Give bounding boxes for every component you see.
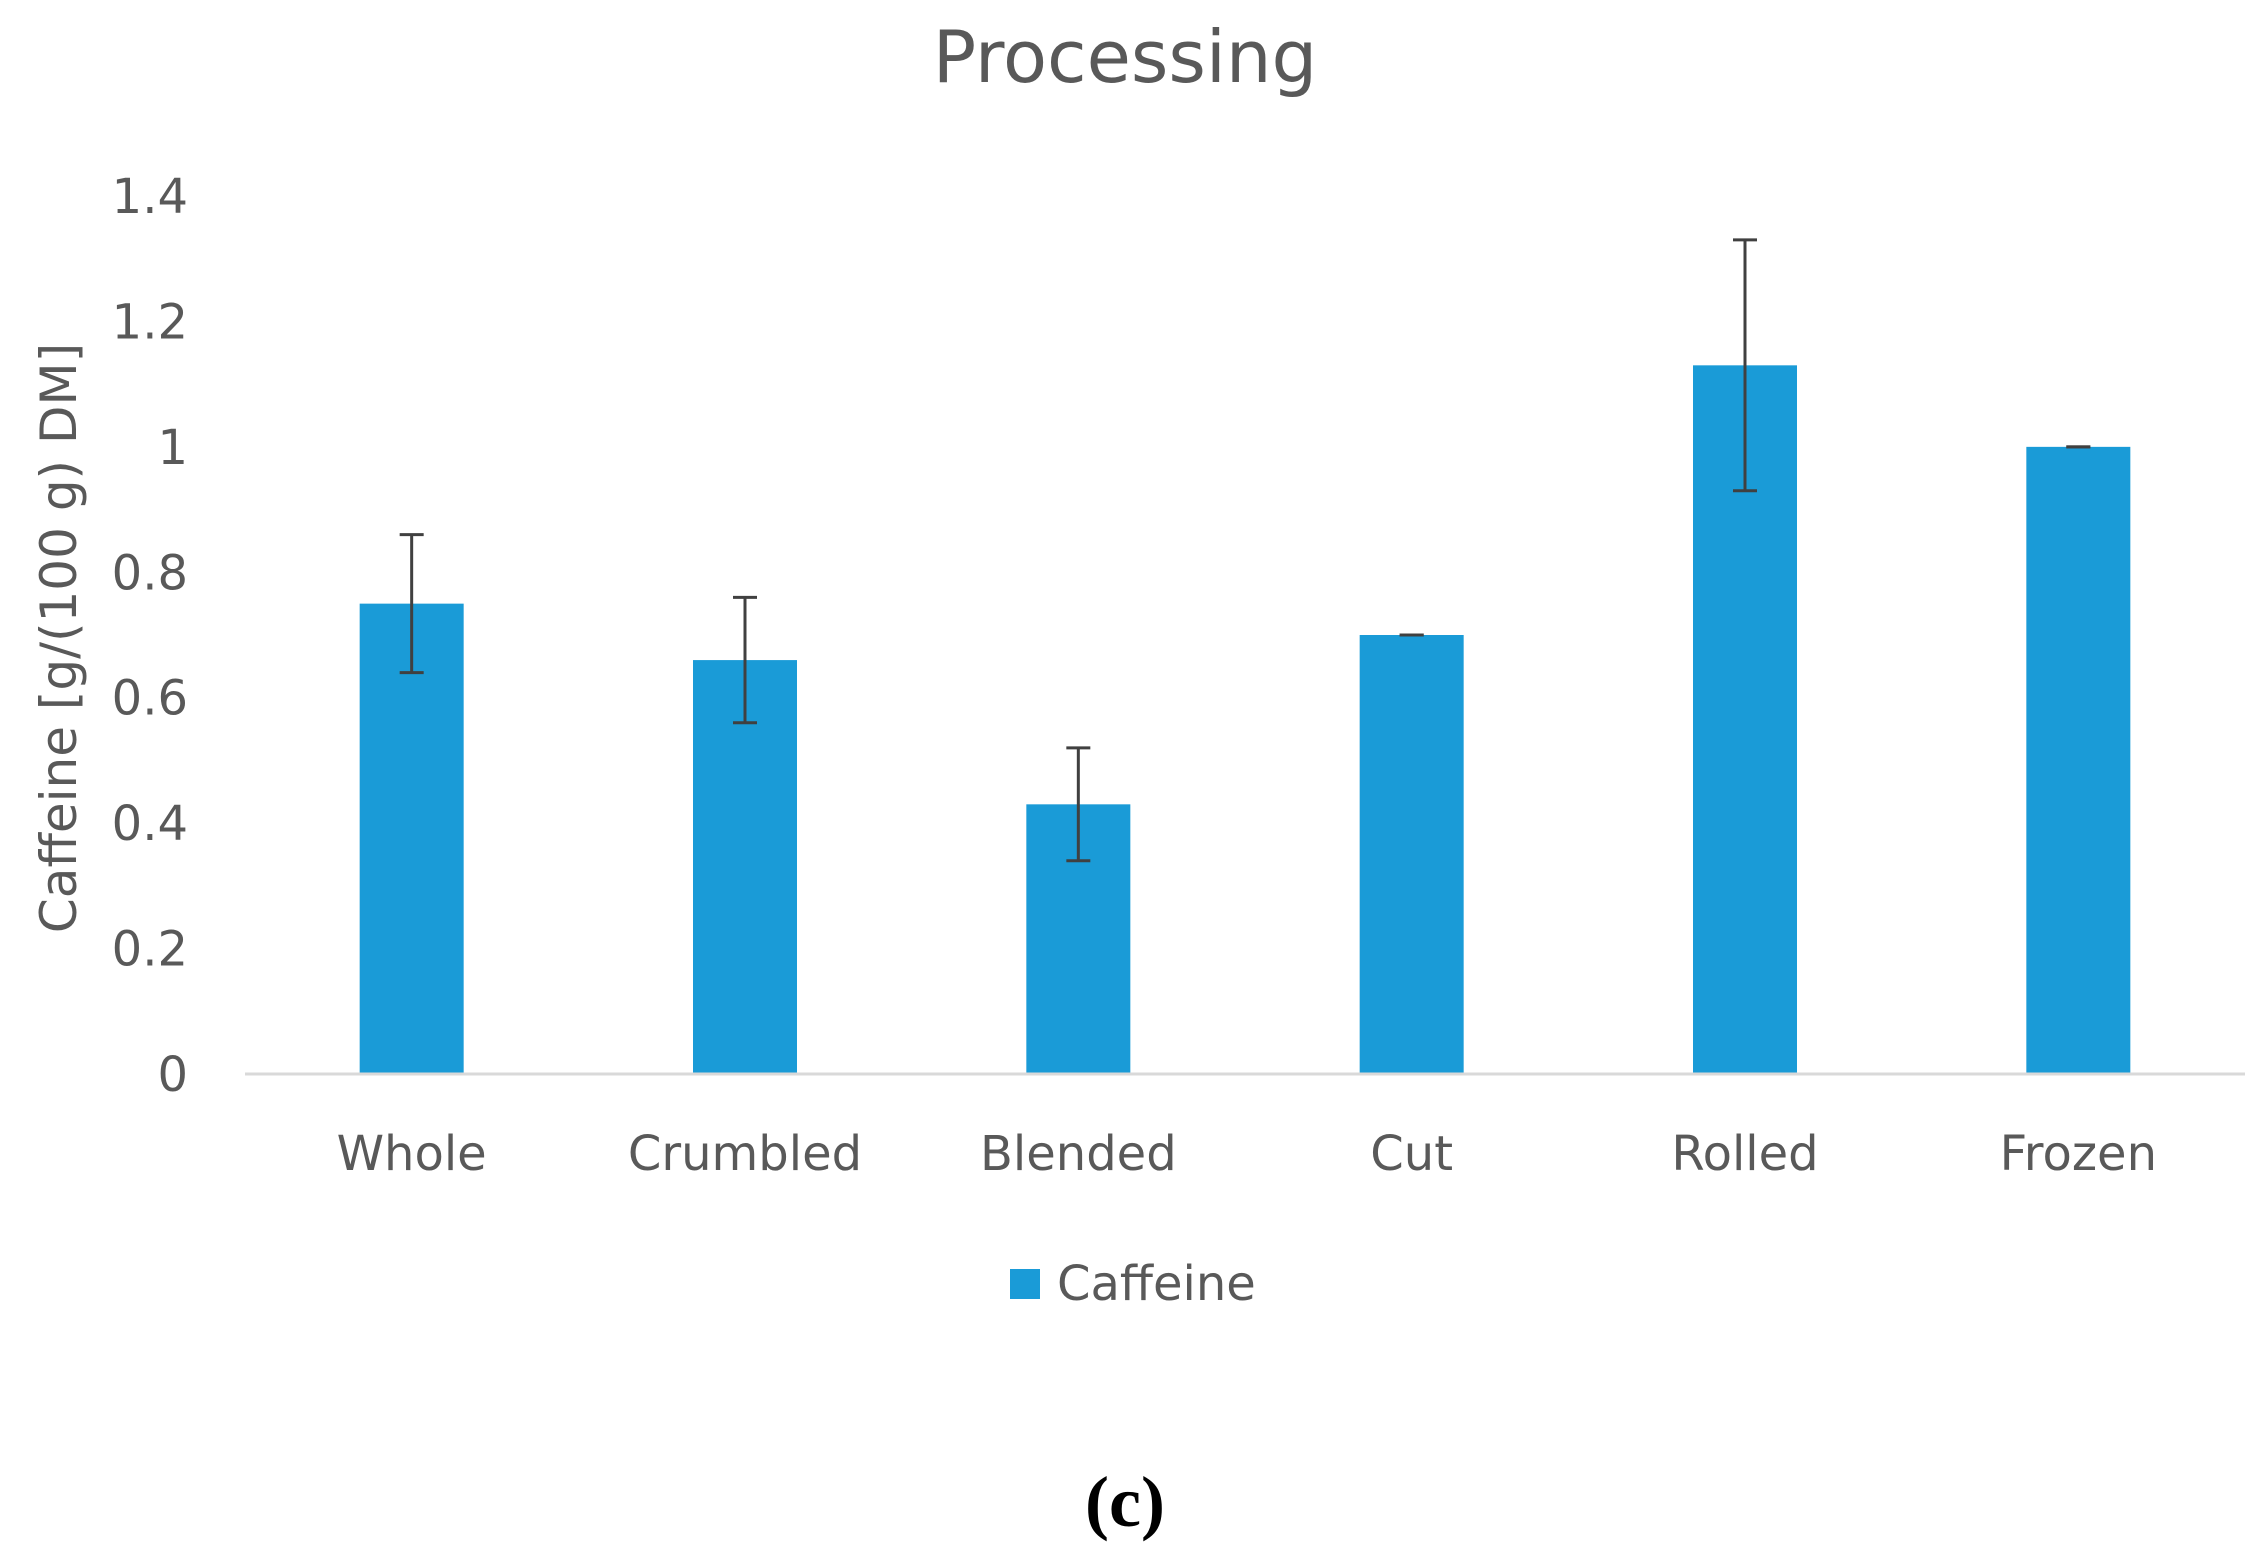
error-bar [1733, 238, 1757, 493]
x-tick-label: Crumbled [628, 1126, 862, 1182]
legend: Caffeine [1010, 1256, 1256, 1312]
y-tick-label: 0.2 [112, 922, 188, 978]
x-axis-ticks: Whole Crumbled Blended Cut Rolled Frozen [337, 1126, 2157, 1182]
y-tick-label: 0.8 [112, 545, 188, 601]
legend-swatch [1010, 1269, 1040, 1299]
x-tick-label: Rolled [1671, 1126, 1818, 1182]
bar [2026, 446, 2131, 1074]
error-bar [399, 533, 424, 675]
error-bars [399, 238, 2091, 863]
chart-title: Processing [933, 15, 1317, 99]
y-tick-label: 1.2 [112, 294, 188, 350]
bar [693, 660, 797, 1074]
bar-series [359, 365, 2131, 1074]
x-tick-label: Blended [980, 1126, 1177, 1182]
y-tick-label: 1 [157, 420, 188, 476]
bar [1359, 635, 1464, 1074]
bar [359, 603, 464, 1074]
x-tick-label: Frozen [2000, 1126, 2157, 1182]
panel-label: (c) [1085, 1462, 1165, 1542]
y-axis-title: Caffeine [g/(100 g) DM] [30, 343, 88, 933]
x-tick-label: Cut [1370, 1126, 1453, 1182]
y-tick-label: 1.4 [112, 169, 188, 225]
x-tick-label: Whole [337, 1126, 487, 1182]
y-axis-ticks: 0 0.2 0.4 0.6 0.8 1 1.2 1.4 [112, 169, 188, 1103]
legend-label: Caffeine [1057, 1256, 1256, 1312]
y-tick-label: 0.6 [112, 671, 188, 727]
y-tick-label: 0 [157, 1047, 188, 1103]
error-bar [1066, 746, 1091, 863]
y-tick-label: 0.4 [112, 796, 188, 852]
error-bar [733, 595, 757, 725]
